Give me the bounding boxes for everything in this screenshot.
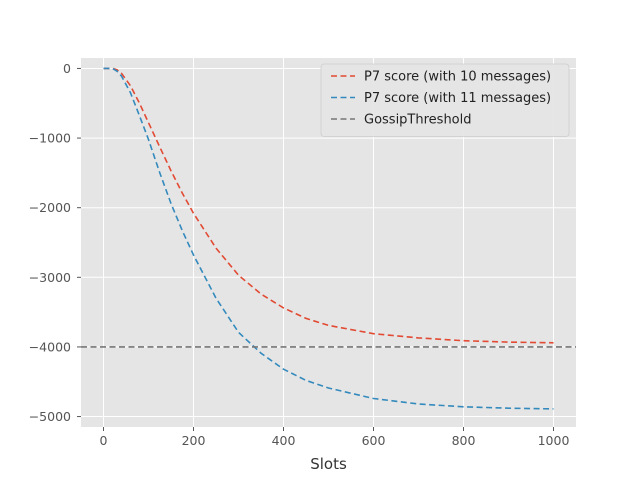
legend-label: P7 score (with 10 messages) [364, 70, 551, 85]
series-layer [81, 67, 576, 410]
x-tick-label: 200 [182, 433, 206, 448]
y-tick-label: −1000 [29, 131, 71, 146]
y-axis: 0 −1000 −2000 −3000 −4000 −5000 [29, 61, 81, 424]
y-tick-label: 0 [63, 61, 71, 76]
legend-label: GossipThreshold [364, 113, 472, 128]
x-tick-label: 0 [100, 433, 108, 448]
y-tick-label: −3000 [29, 270, 71, 285]
y-tick-label: −4000 [29, 339, 71, 354]
y-tick-label: −2000 [29, 200, 71, 215]
series-line-2 [103, 67, 554, 410]
legend-label: P7 score (with 11 messages) [364, 91, 551, 106]
legend: P7 score (with 10 messages) P7 score (wit… [320, 63, 570, 137]
x-tick-label: 600 [362, 433, 386, 448]
y-tick-label: −5000 [29, 409, 71, 424]
x-tick-label: 800 [452, 433, 476, 448]
x-axis-label: Slots [310, 455, 347, 473]
x-tick-label: 1000 [538, 433, 570, 448]
x-axis: 0 200 400 600 800 1000 [100, 427, 570, 448]
legend-box [320, 63, 570, 137]
x-tick-label: 400 [272, 433, 296, 448]
